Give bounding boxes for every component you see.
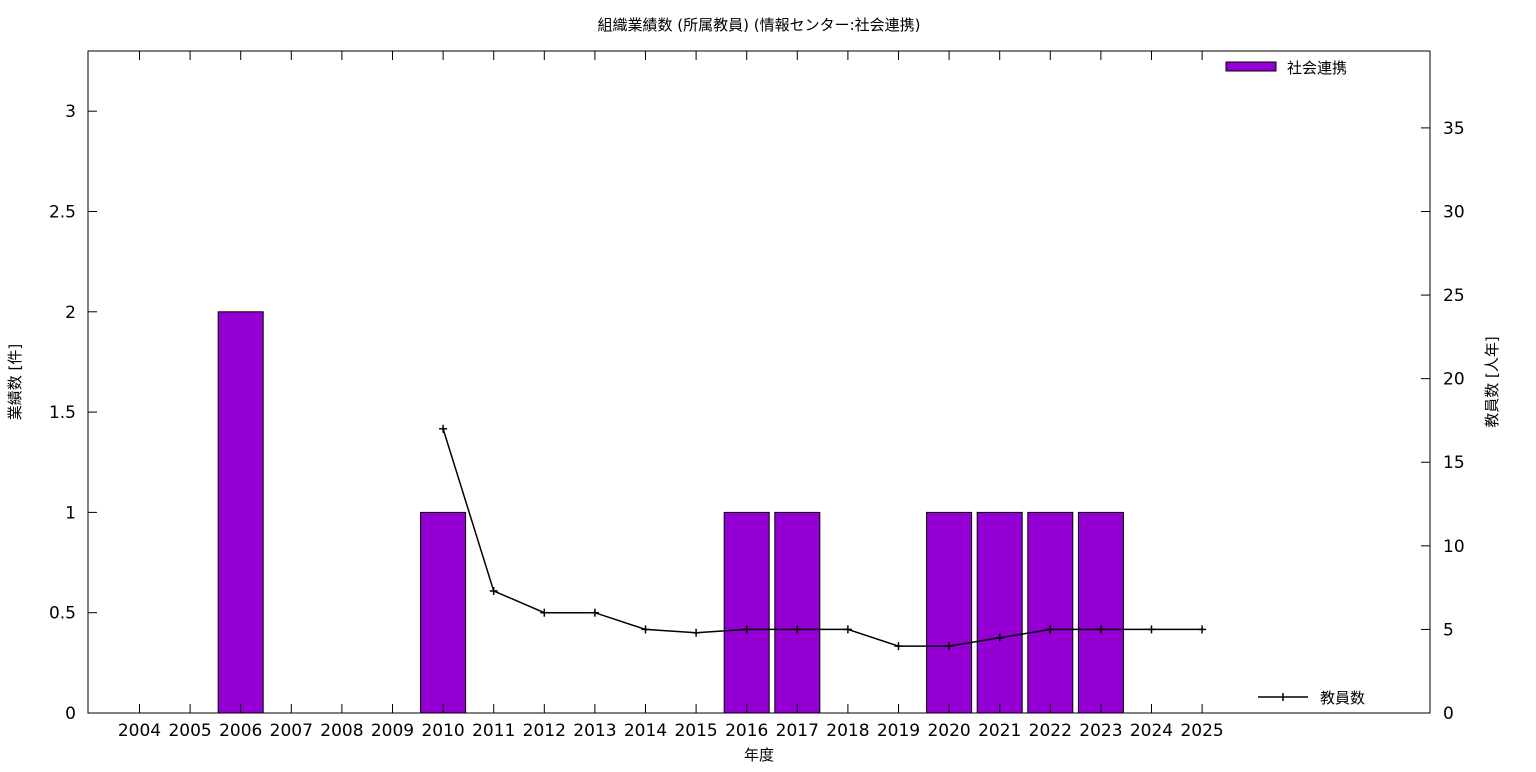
bar-2006 <box>217 311 264 714</box>
y-tick-label: 2.5 <box>49 202 76 222</box>
bar-2021 <box>976 511 1023 714</box>
y-tick-label: 0 <box>65 704 76 724</box>
x-tick-label: 2007 <box>270 721 313 741</box>
bar-2023 <box>1077 511 1124 714</box>
y2-tick-label: 20 <box>1443 370 1465 390</box>
x-tick-label: 2019 <box>877 721 920 741</box>
x-tick-label: 2015 <box>674 721 717 741</box>
line-point-2014 <box>641 625 650 634</box>
line-point-2018 <box>843 625 852 634</box>
bar-2016 <box>723 511 770 714</box>
bar-2017 <box>774 511 821 714</box>
y2-tick-label: 5 <box>1443 620 1454 640</box>
legend-label-line: 教員数 <box>1320 689 1365 707</box>
x-tick-label: 2006 <box>219 721 262 741</box>
legend-item-line: 教員数 <box>1258 689 1365 707</box>
line-point-2017 <box>793 625 802 634</box>
x-tick-label: 2024 <box>1130 721 1173 741</box>
plot-frame <box>87 50 1431 714</box>
bar-2010 <box>420 511 467 714</box>
x-tick-label: 2005 <box>168 721 211 741</box>
bar-2020 <box>926 511 973 714</box>
y-tick-label: 1 <box>65 503 76 523</box>
ticks-layer: 2004 2005 2006 2007 2008 2009 2010 2011 2012 2013… <box>49 51 1465 741</box>
y-axis-label: 業績数 [件] <box>6 344 24 420</box>
x-tick-label: 2008 <box>320 721 363 741</box>
y2-tick-label: 10 <box>1443 537 1465 557</box>
y-tick-label: 3 <box>65 102 76 122</box>
x-tick-label: 2016 <box>725 721 768 741</box>
x-tick-label: 2025 <box>1180 721 1223 741</box>
line-point-2019 <box>894 642 903 651</box>
line-point-2022 <box>1046 625 1055 634</box>
y-tick-label: 1.5 <box>49 403 76 423</box>
x-tick-label: 2014 <box>624 721 667 741</box>
y2-tick-label: 30 <box>1443 202 1465 222</box>
line-point-2010 <box>439 424 448 433</box>
y2-axis-label: 教員数 [人年] <box>1483 336 1501 427</box>
series-line-faculty <box>442 428 1203 647</box>
bar-2022 <box>1027 511 1074 714</box>
chart-title: 組織業績数 (所属教員) (情報センター:社会連携) <box>597 16 920 34</box>
line-point-2023 <box>1096 625 1105 634</box>
line-point-2021 <box>995 633 1004 642</box>
line-point-2013 <box>590 608 599 617</box>
x-tick-label: 2009 <box>371 721 414 741</box>
x-tick-label: 2017 <box>776 721 819 741</box>
y2-tick-label: 25 <box>1443 286 1465 306</box>
x-tick-label: 2021 <box>978 721 1021 741</box>
legend-swatch-bar <box>1225 61 1277 72</box>
y-tick-label: 0.5 <box>49 604 76 624</box>
line-point-2025 <box>1198 625 1207 634</box>
x-tick-label: 2013 <box>573 721 616 741</box>
x-tick-label: 2018 <box>826 721 869 741</box>
legend-label-bar: 社会連携 <box>1287 59 1347 77</box>
line-point-2024 <box>1147 625 1156 634</box>
line-point-2016 <box>742 625 751 634</box>
x-axis-label: 年度 <box>744 746 774 764</box>
bars-layer <box>217 311 1124 714</box>
line-point-2011 <box>489 586 498 595</box>
y2-tick-label: 0 <box>1443 704 1454 724</box>
x-tick-label: 2022 <box>1029 721 1072 741</box>
line-layer <box>439 424 1207 651</box>
line-point-2012 <box>540 608 549 617</box>
x-tick-label: 2012 <box>523 721 566 741</box>
legend-item-bar: 社会連携 <box>1225 59 1347 77</box>
y2-tick-label: 15 <box>1443 453 1465 473</box>
x-tick-label: 2011 <box>472 721 515 741</box>
y2-tick-label: 35 <box>1443 119 1465 139</box>
line-point-2015 <box>692 628 701 637</box>
x-tick-label: 2004 <box>118 721 161 741</box>
y-tick-label: 2 <box>65 303 76 323</box>
x-tick-label: 2010 <box>421 721 464 741</box>
x-tick-label: 2020 <box>927 721 970 741</box>
line-point-2020 <box>945 642 954 651</box>
x-tick-label: 2023 <box>1079 721 1122 741</box>
